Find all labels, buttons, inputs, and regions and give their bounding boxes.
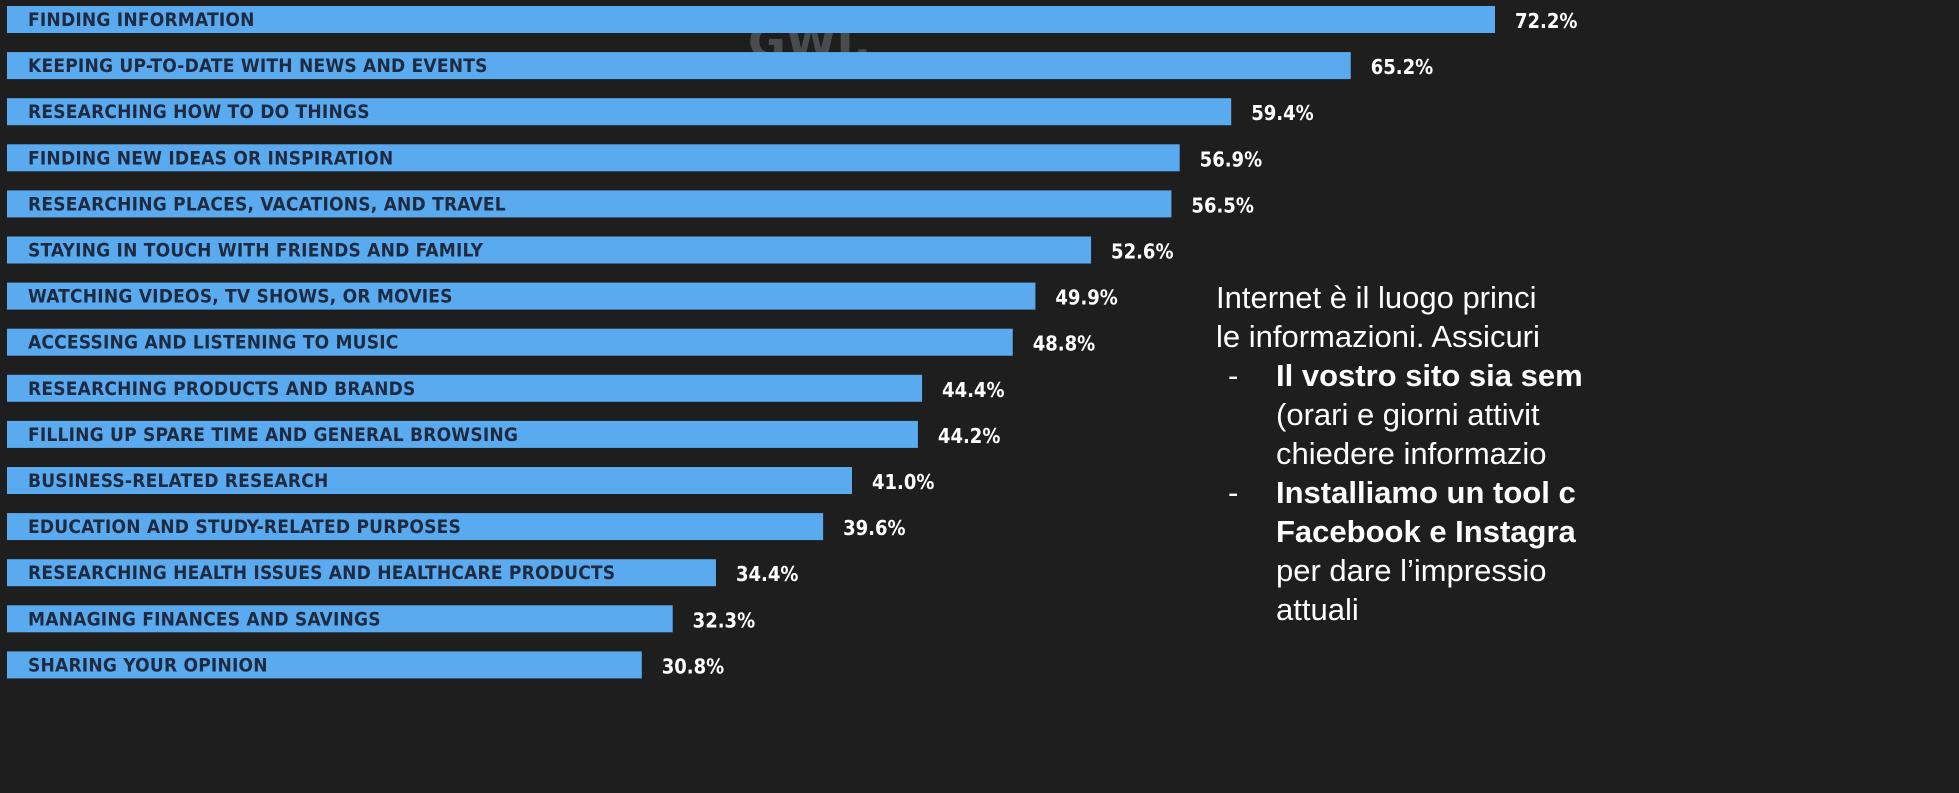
bullet-1: - Il vostro sito sia sem (1216, 356, 1959, 395)
bar-label: FINDING INFORMATION (28, 9, 255, 31)
value-label: 72.2% (1515, 9, 1577, 33)
bar-label: SHARING YOUR OPINION (28, 654, 268, 676)
bar-label: RESEARCHING HOW TO DO THINGS (28, 101, 370, 123)
bullet-2-bold-2: Facebook e Instagra (1276, 514, 1576, 549)
bar (7, 98, 1232, 126)
bar-label: KEEPING UP-TO-DATE WITH NEWS AND EVENTS (28, 55, 488, 77)
bar (7, 559, 716, 587)
value-label: 52.6% (1111, 240, 1173, 264)
bar-label: STAYING IN TOUCH WITH FRIENDS AND FAMILY (28, 240, 484, 262)
bar (7, 605, 673, 633)
value-label: 30.8% (662, 654, 724, 678)
bullet-1-line-2: (orari e giorni attivit (1276, 397, 1540, 432)
value-label: 56.9% (1200, 147, 1262, 171)
value-label: 32.3% (693, 608, 755, 632)
bullet-2-line-4: attuali (1276, 592, 1359, 627)
bar-label: ACCESSING AND LISTENING TO MUSIC (28, 332, 399, 354)
bar (7, 328, 1013, 356)
bullet-dash: - (1228, 358, 1239, 393)
value-label: 41.0% (872, 470, 934, 494)
value-label: 48.8% (1033, 332, 1095, 356)
bar (7, 513, 824, 541)
intro-line-2: le informazioni. Assicuri (1216, 319, 1540, 354)
bar (7, 420, 918, 448)
value-label: 65.2% (1371, 55, 1433, 79)
bar (7, 374, 923, 402)
bar-label: EDUCATION AND STUDY-RELATED PURPOSES (28, 516, 461, 538)
value-label: 49.9% (1055, 286, 1117, 310)
bar (7, 6, 1495, 33)
value-label: 59.4% (1251, 101, 1313, 125)
bullet-1-line-3: chiedere informazio (1276, 436, 1547, 471)
value-label: 39.6% (843, 516, 905, 540)
bar-label: BUSINESS-RELATED RESEARCH (28, 470, 328, 492)
value-label: 56.5% (1191, 193, 1253, 217)
bar (7, 651, 642, 679)
value-label: 44.2% (938, 424, 1000, 448)
bar (7, 282, 1036, 310)
bars-group: FINDING INFORMATION 72.2% KEEPING UP-TO-DA… (7, 6, 1577, 679)
bar-label: RESEARCHING PLACES, VACATIONS, AND TRAVE… (28, 193, 506, 215)
bar (7, 190, 1172, 218)
bar (7, 236, 1092, 264)
bullet-2-line-3: per dare l’impressio (1276, 553, 1547, 588)
bullet-1-bold: Il vostro sito sia sem (1276, 358, 1583, 393)
bar-label: MANAGING FINANCES AND SAVINGS (28, 608, 381, 630)
bullet-2: - Installiamo un tool c (1216, 473, 1959, 512)
bar-label: RESEARCHING HEALTH ISSUES AND HEALTHCARE… (28, 562, 615, 584)
bar-label: WATCHING VIDEOS, TV SHOWS, OR MOVIES (28, 286, 453, 308)
bar-label: FINDING NEW IDEAS OR INSPIRATION (28, 147, 393, 169)
bullet-dash: - (1228, 475, 1239, 510)
bar (7, 467, 852, 494)
value-label: 44.4% (942, 378, 1004, 402)
intro-line-1: Internet è il luogo princi (1216, 280, 1537, 315)
bar-label: RESEARCHING PRODUCTS AND BRANDS (28, 378, 416, 400)
side-text-panel: Internet è il luogo princi le informazio… (1216, 278, 1959, 629)
value-label: 34.4% (736, 562, 798, 586)
bar-label: FILLING UP SPARE TIME AND GENERAL BROWSI… (28, 424, 518, 446)
bar (7, 144, 1180, 172)
bullet-2-bold-1: Installiamo un tool c (1276, 475, 1576, 510)
bar (7, 52, 1351, 80)
